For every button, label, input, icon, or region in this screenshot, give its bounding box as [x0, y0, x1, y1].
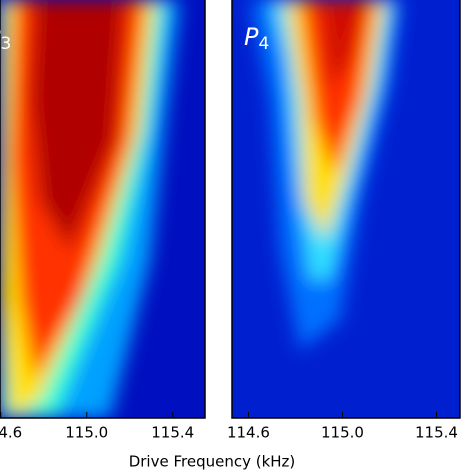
panel-label: P4: [244, 23, 269, 54]
x-axis-label: Drive Frequency (kHz): [129, 453, 296, 471]
x-tick-label: 115.0: [65, 424, 108, 442]
panel-label-sub: 4: [258, 34, 269, 54]
x-tick-label: 114.6: [227, 424, 270, 442]
panel-label-main: P: [244, 23, 259, 51]
panel-label: P3: [0, 23, 11, 54]
heatmap-image: [0, 0, 205, 418]
heatmap-image: [232, 0, 460, 418]
x-tick-label: 115.4: [415, 424, 458, 442]
x-tick-label: 115.0: [321, 424, 364, 442]
panel-frame: [231, 0, 461, 419]
x-tick-label: 115.4: [151, 424, 194, 442]
x-tick-label: 114.6: [0, 424, 22, 442]
panel-frame: [0, 0, 206, 419]
panel-label-sub: 3: [0, 34, 11, 54]
